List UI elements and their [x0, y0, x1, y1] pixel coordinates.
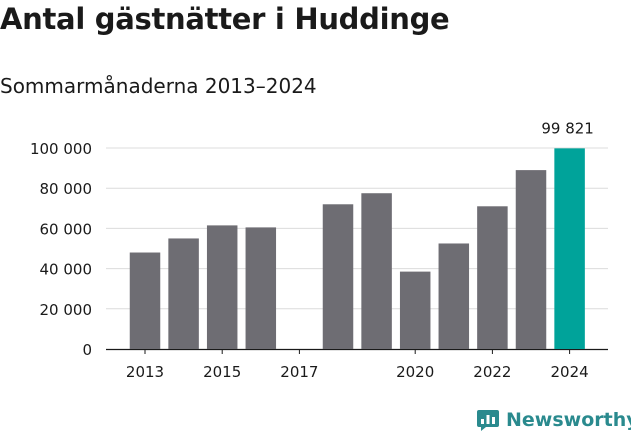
bar-2020	[399, 271, 431, 349]
y-tick-label: 100 000	[30, 140, 92, 158]
x-tick-label: 2024	[551, 363, 589, 381]
y-axis-labels: 0 20 000 40 000 60 000 80 000 100 000	[30, 140, 92, 359]
y-tick-label: 0	[82, 341, 92, 359]
newsworthy-logo-icon	[477, 410, 499, 431]
bars	[129, 148, 585, 349]
bar-2015	[206, 225, 238, 349]
y-tick-label: 60 000	[40, 220, 93, 238]
y-tick-label: 80 000	[40, 180, 93, 198]
y-tick-label: 40 000	[40, 261, 93, 279]
bar-2013	[129, 252, 161, 349]
x-tick-label: 2022	[473, 363, 511, 381]
x-axis-labels: 2013 2015 2017 2020 2022 2024	[126, 349, 589, 381]
newsworthy-logo: Newsworthy	[476, 408, 631, 432]
y-tick-label: 20 000	[40, 301, 93, 319]
data-labels: 99 821	[541, 119, 594, 137]
x-tick-label: 2015	[203, 363, 241, 381]
x-tick-label: 2013	[126, 363, 164, 381]
bar-2022	[477, 206, 508, 349]
logo-text: Newsworthy	[506, 409, 631, 431]
x-tick-label: 2020	[396, 363, 434, 381]
x-tick-label: 2017	[280, 363, 318, 381]
bar-2019	[361, 193, 392, 349]
chart-title: Antal gästnätter i Huddinge	[0, 2, 450, 36]
bar-2018	[322, 204, 354, 349]
bar-2016	[245, 227, 277, 349]
data-label: 99 821	[541, 119, 594, 137]
chart-subtitle: Sommarmånaderna 2013–2024	[0, 74, 317, 98]
bar-2021	[438, 243, 470, 349]
bar-2024	[554, 148, 585, 349]
bar-2014	[168, 238, 199, 349]
bar-2023	[515, 170, 547, 349]
